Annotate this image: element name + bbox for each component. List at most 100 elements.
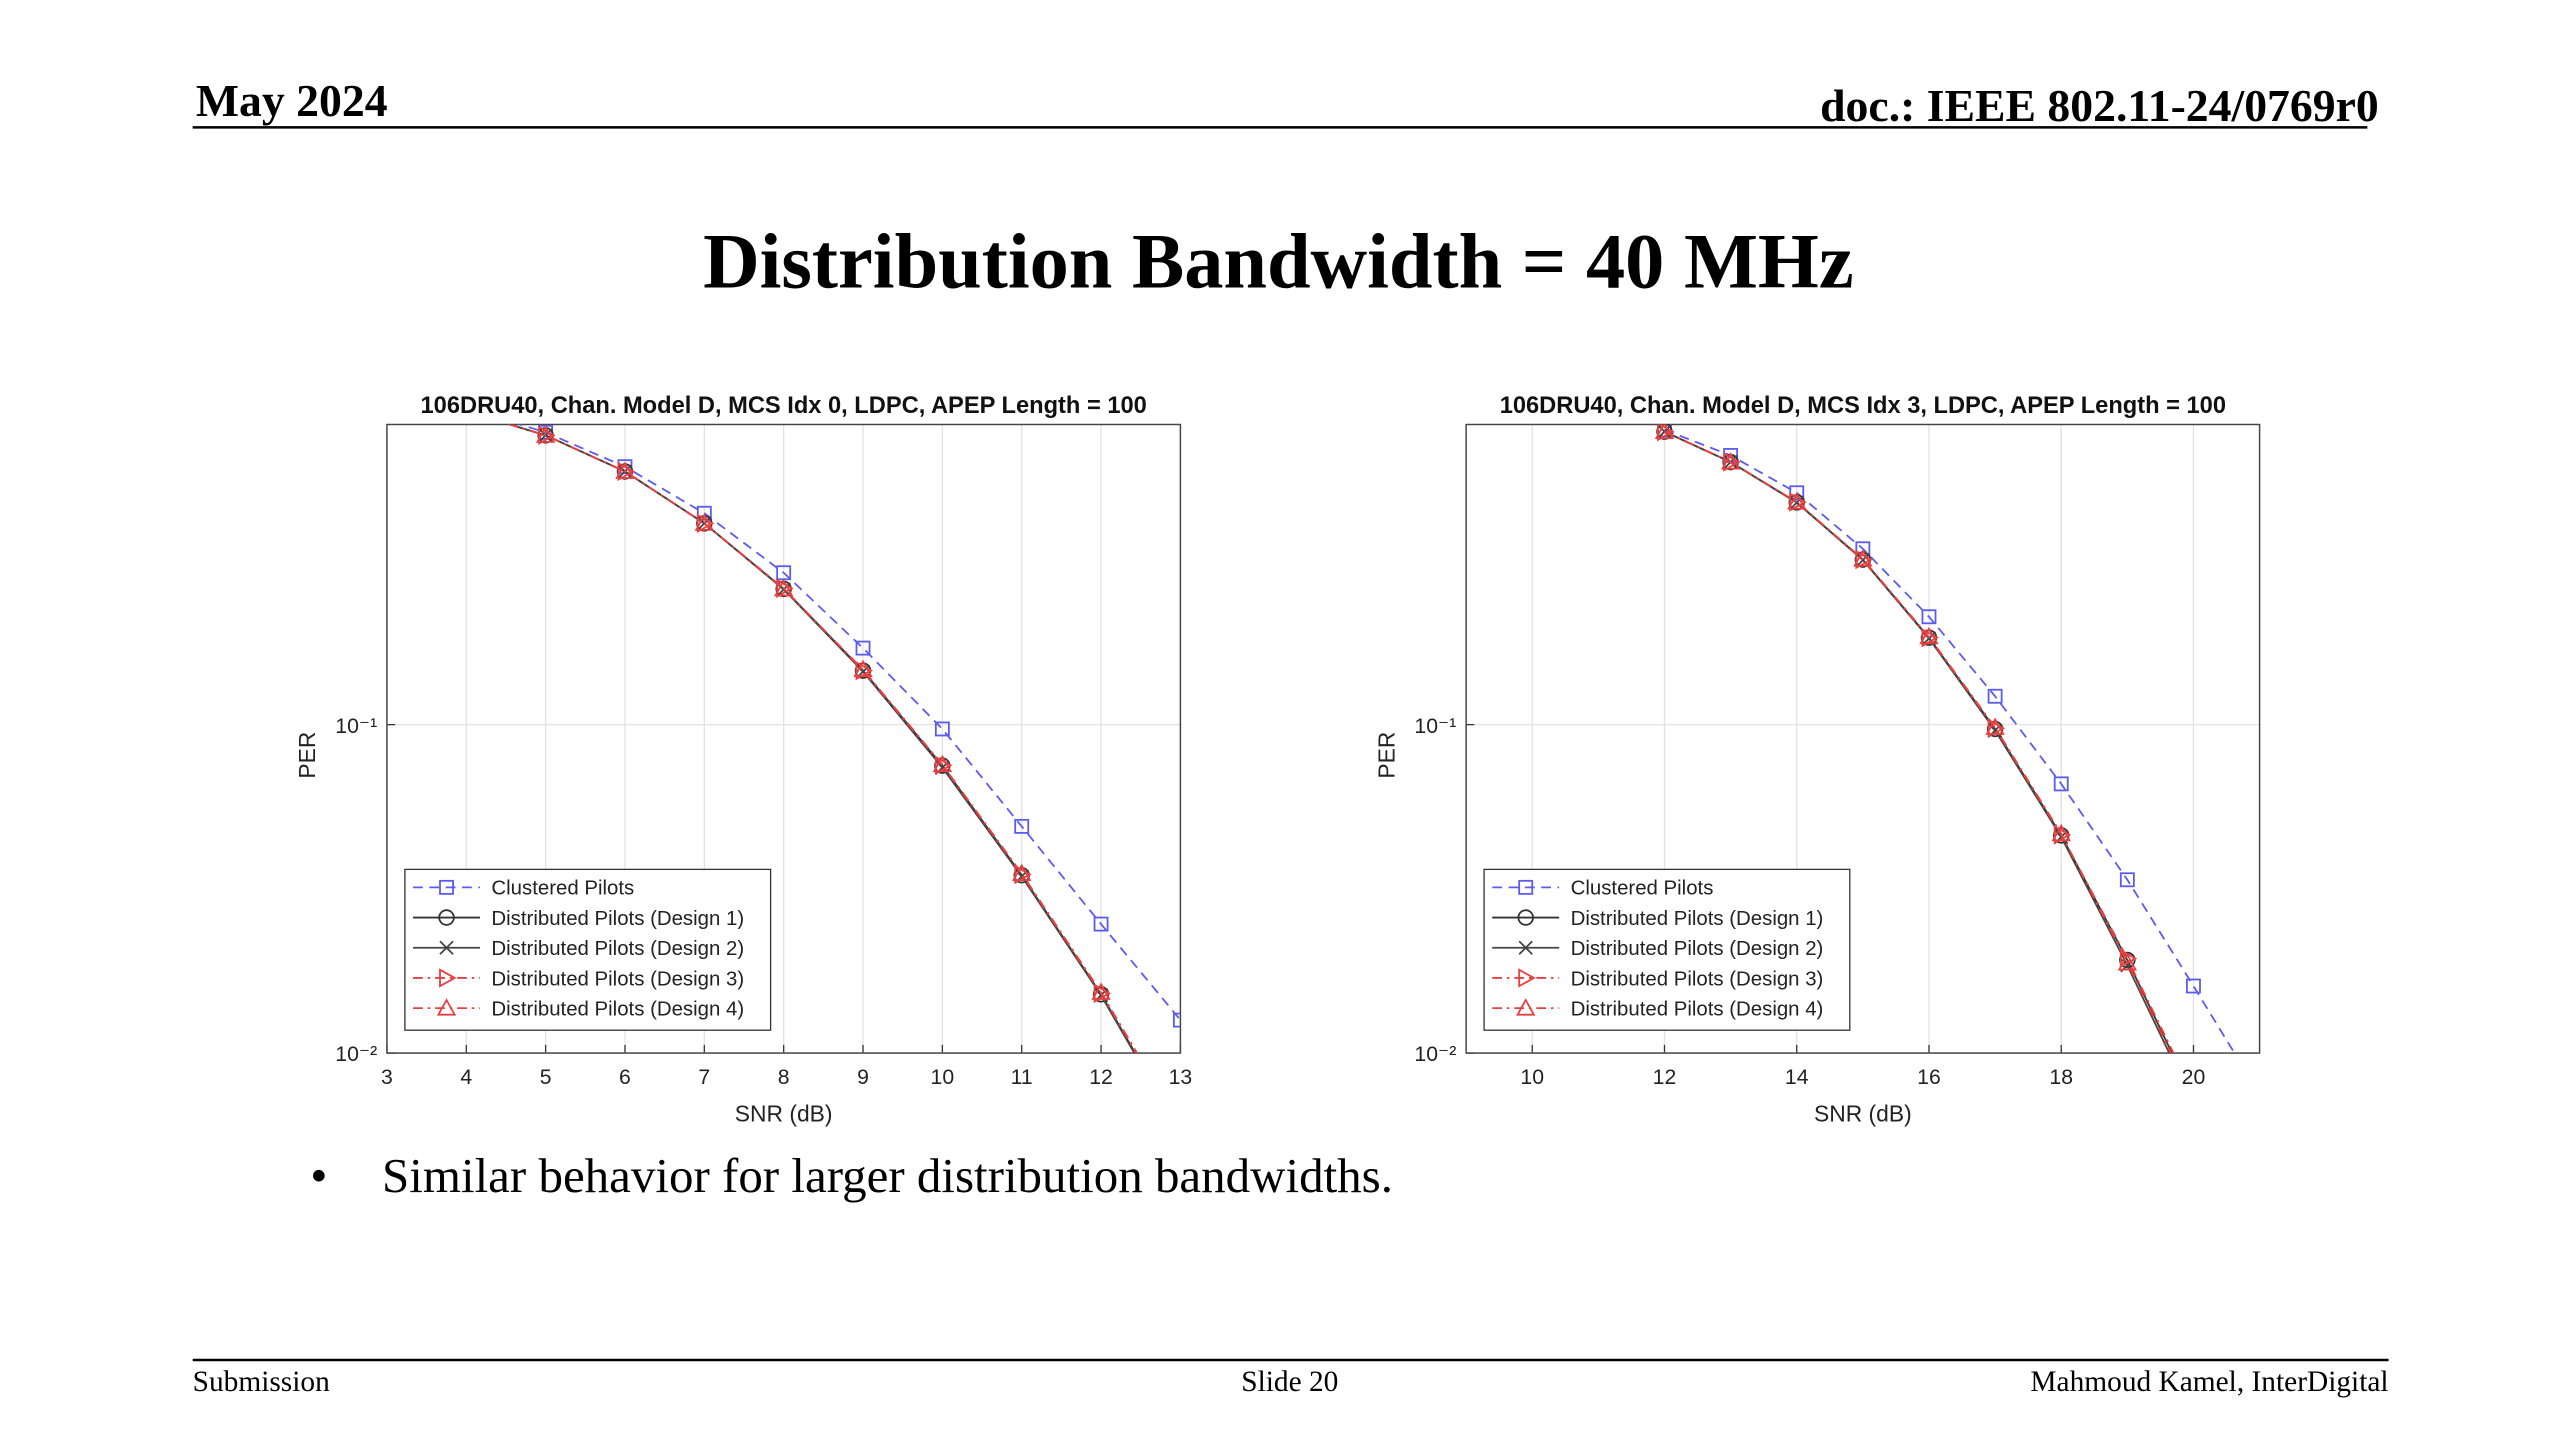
- chart: 3 4 5 6 7 8 9 10 11 12 13 10⁻² 10⁻¹ 106DRU40, Chan. M…: [294, 393, 1193, 1127]
- marker: [1014, 818, 1030, 834]
- marker: [773, 578, 794, 597]
- x-tick-label: 7: [698, 1066, 710, 1089]
- marker: [1985, 717, 2005, 735]
- marker: [538, 425, 556, 446]
- marker: [934, 755, 953, 775]
- series-line: [1664, 430, 2172, 1054]
- marker: [1921, 627, 1939, 648]
- series-line: [506, 424, 1139, 1054]
- legend-box: [1483, 868, 1851, 1031]
- x-tick-label: 6: [619, 1066, 631, 1089]
- x-tick-label: 14: [1785, 1066, 1809, 1089]
- marker: [1919, 626, 1939, 645]
- chart-title: 106DRU40, Chan. Model D, MCS Idx 0, LDPC…: [421, 393, 1147, 419]
- marker: [1720, 452, 1741, 470]
- marker: [1987, 718, 2006, 738]
- chart: 10 12 14 16 18 20 10⁻² 10⁻¹ 106DRU40, Chan. Mode…: [1373, 393, 2261, 1127]
- marker: [2053, 825, 2072, 845]
- marker: [1012, 863, 1032, 881]
- legend-label: Distributed Pilots (Design 1): [491, 908, 744, 930]
- series-line: [1664, 428, 2236, 1054]
- bullet-dot: •: [310, 1148, 327, 1203]
- marker: [2053, 776, 2069, 792]
- marker: [853, 659, 873, 678]
- legend-label: Distributed Pilots (Design 3): [491, 968, 744, 990]
- legend-box: [404, 868, 772, 1031]
- marker: [1657, 424, 1675, 442]
- legend-marker: [1518, 968, 1536, 988]
- marker: [1014, 864, 1032, 885]
- x-tick-label: 9: [857, 1066, 869, 1089]
- marker: [932, 754, 953, 773]
- x-tick-label: 12: [1653, 1066, 1677, 1089]
- legend-marker: [1518, 879, 1534, 895]
- slide-title: Distribution Bandwidth = 40 MHz: [703, 217, 1854, 304]
- legend-marker: [436, 998, 457, 1016]
- marker: [1789, 492, 1807, 512]
- marker: [1091, 982, 1111, 1000]
- x-tick-label: 16: [1917, 1066, 1941, 1089]
- legend-marker: [439, 968, 457, 988]
- header-doc: doc.: IEEE 802.11-24/0769r0: [1820, 80, 2379, 131]
- legend-label: Distributed Pilots (Design 3): [1571, 968, 1824, 990]
- marker: [1172, 1012, 1181, 1028]
- series-group: [1654, 424, 2236, 1054]
- x-tick-label: 20: [2182, 1066, 2206, 1089]
- series-group: [506, 424, 1181, 1054]
- marker: [1093, 916, 1109, 932]
- marker: [1855, 549, 1873, 570]
- x-axis-label: SNR (dB): [735, 1101, 833, 1127]
- marker: [535, 425, 556, 443]
- x-tick-label: 12: [1089, 1066, 1113, 1089]
- x-tick-label: 5: [540, 1066, 552, 1089]
- marker: [1093, 983, 1112, 1004]
- x-tick-label: 13: [1169, 1066, 1193, 1089]
- legend-label: Clustered Pilots: [1571, 878, 1714, 900]
- marker: [934, 721, 950, 737]
- marker: [617, 461, 635, 482]
- y-tick-label: 10⁻²: [1414, 1043, 1456, 1066]
- chart-title: 106DRU40, Chan. Model D, MCS Idx 3, LDPC…: [1500, 393, 2226, 419]
- legend-marker: [1518, 940, 1533, 955]
- x-tick-label: 10: [931, 1066, 955, 1089]
- marker: [2186, 978, 2201, 994]
- footer-right: Mahmoud Kamel, InterDigital: [2030, 1366, 2388, 1398]
- plot-frame: [1465, 423, 2261, 1054]
- marker: [1654, 424, 1675, 440]
- x-tick-label: 10: [1520, 1066, 1544, 1089]
- marker: [1787, 492, 1807, 510]
- x-tick-label: 11: [1011, 1066, 1033, 1089]
- x-tick-label: 3: [381, 1066, 393, 1089]
- legend-label: Distributed Pilots (Design 4): [1571, 999, 1824, 1021]
- plot-frame: [386, 423, 1182, 1054]
- y-axis-label: PER: [1373, 732, 1399, 779]
- marker: [2119, 872, 2135, 888]
- marker: [2051, 823, 2071, 842]
- legend-marker: [438, 909, 455, 926]
- marker: [2119, 948, 2138, 969]
- legend-label: Distributed Pilots (Design 2): [1571, 938, 1824, 960]
- x-tick-label: 4: [460, 1066, 472, 1089]
- marker: [855, 640, 871, 656]
- marker: [855, 660, 874, 681]
- legend-marker: [439, 879, 454, 895]
- y-axis-label: PER: [294, 732, 320, 779]
- series-line: [516, 424, 1181, 1021]
- marker: [1921, 609, 1937, 625]
- marker: [1723, 452, 1741, 472]
- legend-label: Distributed Pilots (Design 2): [491, 938, 744, 960]
- marker: [1657, 424, 1672, 439]
- marker: [1853, 549, 1873, 567]
- legend-label: Clustered Pilots: [491, 878, 634, 900]
- x-tick-label: 18: [2049, 1066, 2073, 1089]
- y-tick-label: 10⁻²: [335, 1043, 377, 1066]
- marker: [1789, 485, 1805, 501]
- marker: [694, 513, 715, 531]
- bullet-text: Similar behavior for larger distribution…: [382, 1148, 1393, 1203]
- footer-left: Submission: [193, 1366, 330, 1398]
- marker: [2117, 953, 2138, 971]
- marker: [1987, 688, 2003, 704]
- legend-label: Distributed Pilots (Design 1): [1571, 908, 1824, 930]
- y-tick-label: 10⁻¹: [335, 715, 377, 738]
